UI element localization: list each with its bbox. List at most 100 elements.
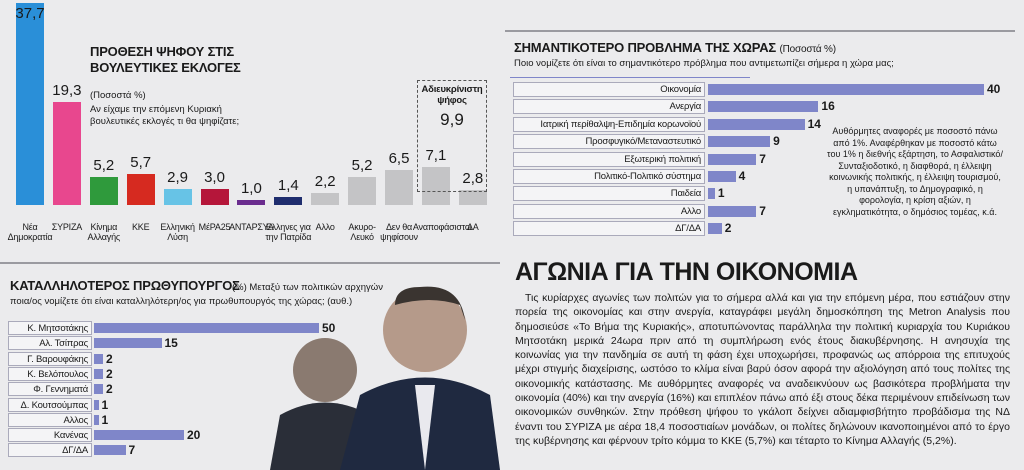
value-label: 15	[164, 336, 178, 351]
value-label: 4	[738, 169, 746, 183]
x-tick-label: Ελληνες για την Πατρίδα	[265, 222, 312, 242]
bar	[708, 171, 736, 182]
x-tick-label: ΔΑ	[466, 222, 479, 232]
chart-note: Αυθόρμητες αναφορές με ποσοστό πάνω από …	[827, 126, 1003, 217]
bar	[94, 323, 319, 333]
bar	[708, 118, 805, 130]
chart-subtitle: (Ποσοστά %)	[779, 44, 836, 55]
y-tick-label: Ιατρική περίθαλψη-Επιδημία κορωνοϊού	[513, 116, 705, 132]
value-label: 19,3	[52, 81, 82, 99]
y-tick-label: Προσφυγικό/Μεταναστευτικό	[513, 134, 705, 150]
annotation-value: 9,9	[440, 110, 464, 129]
value-label: 7	[759, 151, 766, 166]
photo	[270, 286, 500, 470]
y-tick-label: ΔΓ/ΔΑ	[8, 443, 92, 458]
y-tick-label: Κανένας	[8, 428, 92, 443]
bar	[708, 223, 722, 235]
value-label: 2	[106, 351, 113, 366]
bar	[708, 84, 984, 95]
bar	[16, 2, 44, 205]
chart-question: Αν είχαμε την επόμενη Κυριακή βουλευτικέ…	[90, 104, 240, 127]
bar	[163, 189, 192, 205]
x-tick-label: Ελληνική Λύση	[160, 222, 195, 242]
chart-title-text: ΣΗΜΑΝΤΙΚΟΤΕΡΟ ΠΡΟΒΛΗΜΑ ΤΗΣ ΧΩΡΑΣ	[514, 40, 777, 55]
bar	[458, 189, 487, 205]
chart-question: Ποιο νομίζετε ότι είναι το σημαντικότερο…	[514, 58, 894, 69]
y-tick-label: Παιδεία	[513, 186, 705, 202]
article-body: Τις κυρίαρχες αγωνίες των πολιτών για το…	[515, 292, 1010, 447]
y-tick-label: Φ. Γεννηματά	[8, 382, 92, 397]
bar	[126, 174, 155, 205]
value-label: 1	[717, 186, 725, 201]
bar	[708, 188, 715, 200]
bar	[94, 353, 103, 364]
value-label: 2	[724, 221, 732, 236]
value-label: 6,5	[388, 150, 410, 168]
value-label: 1	[101, 397, 109, 412]
value-label: 40	[987, 82, 1001, 96]
chart-title: ΠΡΟΘΕΣΗ ΨΗΦΟΥ ΣΤΙΣ ΒΟΥΛΕΥΤΙΚΕΣ ΕΚΛΟΓΕΣ	[90, 44, 241, 75]
bar	[311, 193, 340, 205]
value-label: 9	[773, 134, 780, 149]
value-label: 7,1	[425, 146, 447, 164]
x-tick-label: Νέα Δημοκρατία	[7, 222, 53, 242]
bar	[94, 445, 126, 456]
chart-title: ΣΗΜΑΝΤΙΚΟΤΕΡΟ ΠΡΟΒΛΗΜΑ ΤΗΣ ΧΩΡΑΣ (Ποσοστ…	[514, 40, 836, 58]
x-tick-label: Αλλο	[315, 222, 335, 232]
y-tick-label: Κ. Βελόπουλος	[8, 366, 92, 381]
x-tick-label: Αναποφάσιστοι	[412, 222, 472, 232]
bar	[94, 384, 103, 395]
chart-subtitle: (%) Μεταξύ των πολιτικών αρχηγών ποια/ος…	[10, 282, 383, 307]
bar	[94, 414, 99, 425]
bar	[421, 166, 450, 205]
value-label: 3,0	[204, 168, 225, 186]
bar	[708, 205, 757, 217]
value-label: 7	[128, 443, 136, 458]
chart-subtitle: (Ποσοστά %)	[90, 90, 146, 101]
value-label: 2,2	[314, 173, 336, 191]
value-label: 1	[101, 412, 109, 427]
bar	[708, 153, 757, 165]
value-label: 2,8	[462, 169, 484, 187]
x-tick-label: ΚΚΕ	[131, 222, 150, 232]
y-tick-label: Οικονομία	[513, 82, 705, 97]
value-label: 2,9	[167, 169, 189, 187]
bar	[385, 170, 413, 205]
value-label: 5,7	[130, 154, 152, 172]
divider	[505, 30, 1015, 32]
value-label: 20	[187, 428, 201, 443]
x-tick-label: ΣΥΡΙΖΑ	[51, 222, 83, 232]
value-label: 1,4	[277, 177, 299, 195]
chart-title: ΚΑΤΑΛΛΗΛΟΤΕΡΟΣ ΠΡΩΘΥΠΟΥΡΓΟΣ	[10, 278, 240, 293]
bar	[94, 368, 103, 379]
y-tick-label: Αλλος	[8, 412, 92, 427]
value-label: 16	[821, 99, 835, 114]
value-label: 14	[807, 116, 821, 131]
bar	[94, 338, 162, 349]
y-tick-label: Εξωτερική πολιτική	[513, 151, 705, 167]
bar	[274, 197, 303, 205]
y-tick-label: ΔΓ/ΔΑ	[513, 221, 705, 237]
bar	[52, 101, 81, 205]
value-label: 37,7	[15, 5, 45, 22]
x-tick-label: ΑΝΤΑΡΣΥΑ	[229, 222, 274, 232]
bar	[200, 188, 229, 205]
x-tick-label: Κίνημα Αλλαγής	[87, 222, 121, 242]
bar	[237, 199, 266, 205]
x-tick-label: ΜέΡΑ25	[198, 222, 231, 232]
bar	[89, 177, 118, 205]
divider	[510, 77, 750, 78]
divider	[0, 262, 500, 264]
bar	[94, 399, 99, 410]
x-tick-label: Δεν θα ψηφίσουν	[380, 222, 418, 242]
value-label: 5,2	[351, 157, 373, 175]
x-tick-label: Ακυρο-Λευκό	[348, 222, 376, 242]
value-label: 2	[106, 382, 113, 397]
y-tick-label: Ανεργία	[513, 99, 705, 115]
annotation-label: Αδιευκρίνιστη ψήφος	[421, 84, 483, 106]
y-tick-label: Κ. Μητσοτάκης	[8, 321, 92, 335]
y-tick-label: Πολιτικό-Πολιτικό σύστημα	[513, 169, 705, 184]
annotation-box	[417, 80, 487, 192]
bar	[708, 101, 819, 113]
